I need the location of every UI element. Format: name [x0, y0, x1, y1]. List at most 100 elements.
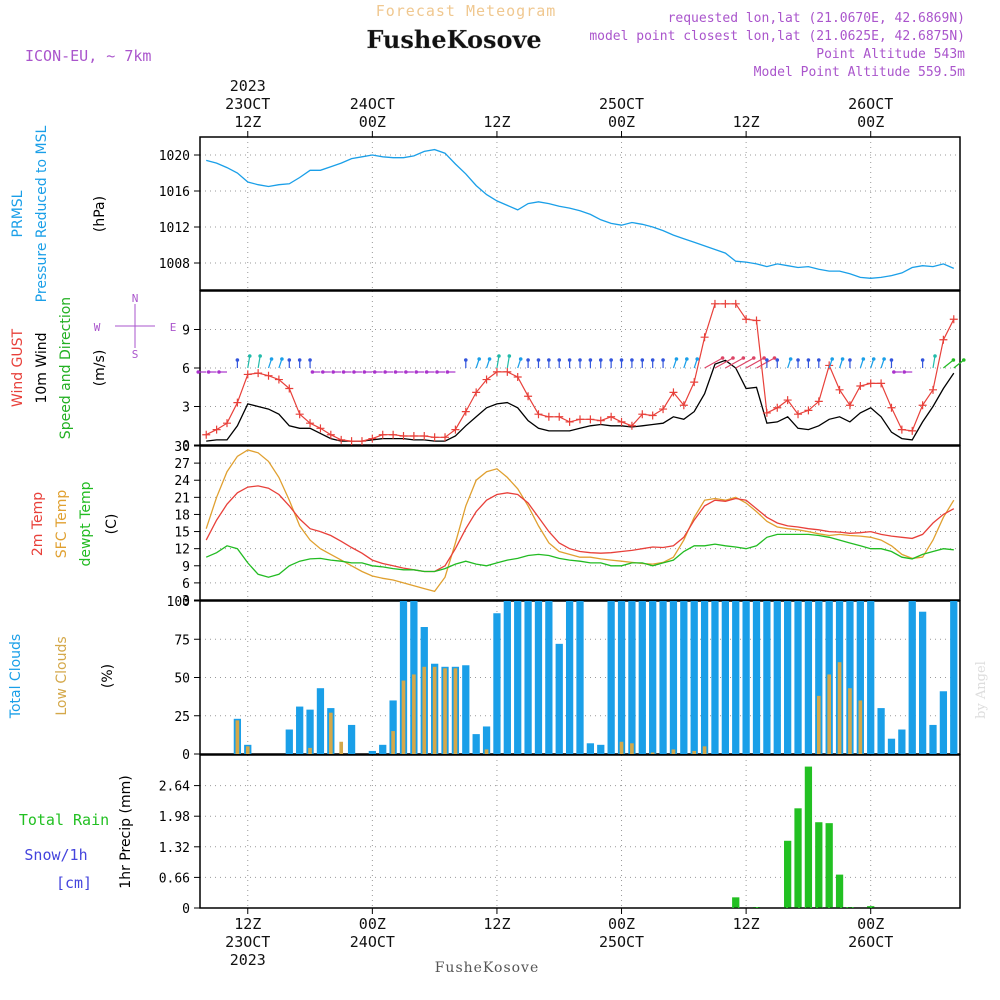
wind-arrow-head — [352, 370, 356, 374]
total-cloud-bar — [877, 708, 885, 754]
total-cloud-bar — [565, 601, 574, 754]
gust-marker — [794, 410, 803, 419]
footer-station: FusheKosove — [435, 960, 540, 976]
total-cloud-bar — [752, 601, 761, 754]
total-cloud-bar — [617, 601, 626, 754]
y-tick-label: 0.66 — [159, 871, 190, 886]
low-cloud-bar — [422, 666, 427, 754]
gust-marker — [918, 401, 927, 410]
total-cloud-bar — [296, 706, 304, 754]
wind-arrow-head — [848, 358, 852, 362]
total-cloud-bar — [316, 688, 325, 754]
gust-marker — [285, 384, 294, 393]
total-cloud-bar — [607, 601, 615, 754]
wind-arrow-head — [424, 370, 429, 374]
low-cloud-bar — [391, 731, 395, 754]
wind-arrow — [725, 357, 744, 369]
gust-marker — [420, 432, 429, 441]
bottom-time-label: 25OCT — [599, 933, 644, 951]
y-tick-label: 30 — [174, 440, 190, 455]
total-cloud-bar — [742, 601, 750, 754]
panel-frame — [199, 136, 961, 291]
gust-marker — [897, 425, 906, 434]
y-tick-label: 15 — [174, 526, 190, 541]
gust-marker — [825, 361, 834, 370]
total-cloud-bar — [700, 601, 709, 754]
low-cloud-bar — [453, 668, 458, 754]
low-cloud-bar — [484, 749, 489, 754]
gust-marker — [347, 437, 356, 446]
y-tick-label: 1012 — [159, 221, 190, 236]
pressure-msl-label: Pressure Reduced to MSL — [34, 125, 50, 302]
wind-arrow-head — [258, 354, 262, 358]
model-point-altitude: Model Point Altitude 559.5m — [754, 65, 965, 80]
y-tick-label: 0 — [182, 748, 190, 763]
wind-arrow-head — [247, 354, 252, 358]
gust-marker — [357, 437, 366, 446]
gust-marker — [887, 403, 896, 412]
rain-bar — [794, 808, 802, 908]
total-cloud-bar — [856, 601, 864, 754]
low-cloud-bar — [443, 668, 447, 754]
total-cloud-bar — [285, 729, 293, 754]
panel-frame — [199, 754, 961, 909]
gust-marker — [295, 410, 304, 419]
low-cloud-bar — [827, 674, 831, 754]
total-cloud-bar — [389, 700, 397, 754]
wind-arrow-head — [393, 370, 398, 374]
wind-arrow-head — [310, 370, 315, 374]
wind-arrow-head — [445, 370, 450, 374]
wind-arrow-head — [619, 358, 624, 362]
top-time-label: 24OCT — [350, 95, 395, 113]
wind-arrow-head — [435, 370, 439, 374]
gust-marker — [534, 410, 543, 419]
gust-marker — [742, 315, 751, 324]
gust-marker — [679, 401, 688, 410]
wind-arrow-head — [196, 370, 201, 374]
total-cloud-bar — [815, 601, 823, 754]
total-cloud-bar — [462, 665, 470, 754]
sfc-temp-line — [205, 449, 955, 593]
wind-arrow-head — [650, 358, 655, 362]
wind-arrow-head — [372, 370, 377, 374]
gust-marker — [929, 385, 938, 394]
pressure-unit: (hPa) — [92, 196, 108, 232]
total-cloud-bar — [524, 601, 532, 754]
wind-arrow — [756, 357, 775, 369]
low-clouds-label: Low Clouds — [54, 636, 70, 715]
side-labels: PRMSL Pressure Reduced to MSL (hPa) Wind GU… — [8, 125, 176, 892]
gust-marker — [596, 416, 605, 425]
total-cloud-bar — [493, 613, 501, 754]
gust-marker — [513, 372, 522, 381]
y-tick-label: 0 — [182, 439, 190, 454]
wind-arrow-head — [695, 357, 700, 361]
gust-marker — [773, 403, 782, 412]
total-cloud-bar — [534, 601, 543, 754]
gust-marker — [274, 375, 283, 384]
wind-arrow-head — [609, 358, 613, 362]
gust-marker — [565, 417, 574, 426]
y-tick-label: 1020 — [159, 149, 190, 164]
compass-cross — [115, 304, 155, 348]
total-cloud-bar — [846, 601, 854, 754]
wind-arrow-head — [217, 370, 221, 374]
wind-arrow-head — [206, 370, 211, 374]
total-cloud-bar — [939, 691, 948, 754]
total-cloud-bar — [711, 601, 719, 754]
wind-arrow-head — [772, 356, 777, 360]
wind-arrow-head — [951, 358, 956, 362]
requested-coords: requested lon,lat (21.0670E, 42.6869N) — [668, 11, 965, 26]
low-cloud-bar — [816, 695, 821, 754]
low-cloud-bar — [650, 752, 655, 754]
gust-marker — [690, 378, 699, 387]
wind-arrow-head — [775, 358, 780, 362]
total-cloud-bar — [918, 611, 927, 754]
prmsl-label: PRMSL — [10, 190, 26, 237]
gust-marker — [544, 412, 553, 421]
gust-marker — [316, 424, 325, 433]
panel-frame — [199, 290, 961, 446]
gust-marker — [752, 316, 761, 325]
gust-marker — [814, 397, 823, 406]
bottom-time-label: 24OCT — [350, 933, 395, 951]
